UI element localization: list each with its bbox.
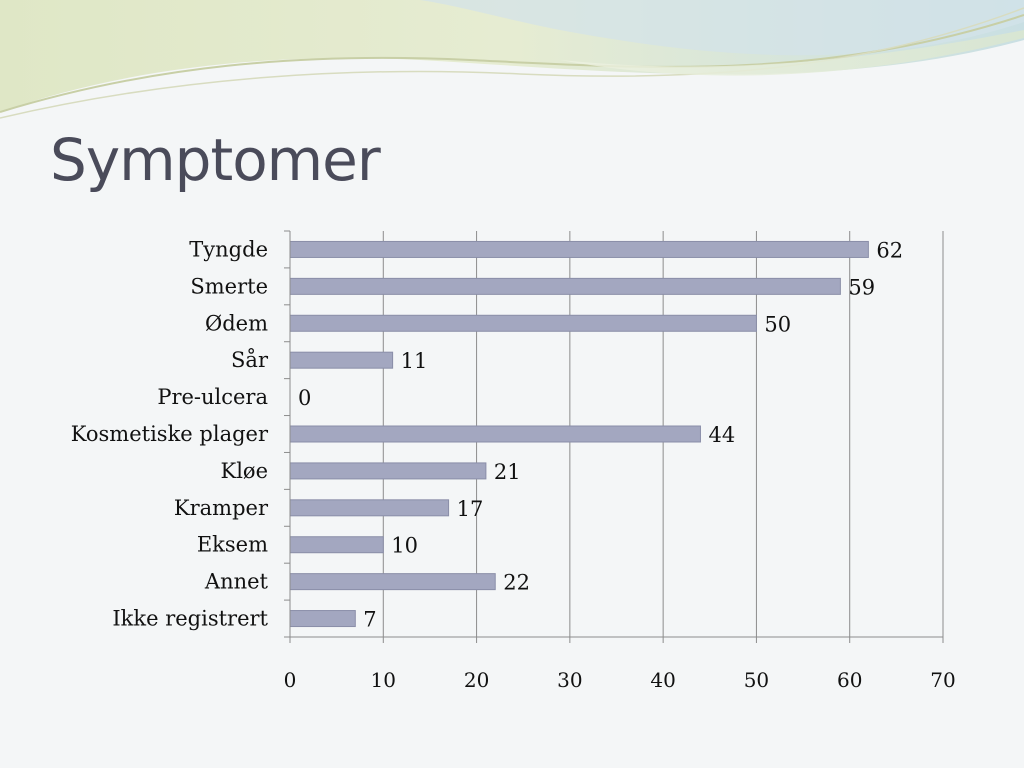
data-label: 62 bbox=[876, 238, 903, 262]
tick-labels: 0 10 20 30 40 50 60 70 bbox=[284, 668, 956, 692]
category-label: Sår bbox=[231, 348, 269, 372]
x-tick-label: 40 bbox=[650, 668, 675, 692]
data-label: 21 bbox=[494, 460, 521, 484]
bar bbox=[289, 573, 496, 591]
bar bbox=[289, 277, 841, 295]
category-label: Kosmetiske plager bbox=[71, 422, 269, 446]
bar bbox=[289, 536, 384, 554]
bars bbox=[289, 240, 869, 628]
category-label: Annet bbox=[204, 570, 269, 594]
bar bbox=[289, 425, 701, 443]
category-label: Pre-ulcera bbox=[157, 385, 268, 409]
category-label: Smerte bbox=[190, 274, 268, 298]
x-tick-label: 0 bbox=[284, 668, 297, 692]
bar bbox=[289, 610, 356, 628]
bar bbox=[289, 351, 394, 369]
data-label: 17 bbox=[457, 497, 484, 521]
category-label: Ikke registrert bbox=[112, 607, 268, 631]
x-tick-label: 50 bbox=[744, 668, 769, 692]
bar bbox=[289, 499, 450, 517]
data-label: 44 bbox=[708, 423, 735, 447]
data-label: 10 bbox=[391, 534, 418, 558]
category-label: Ødem bbox=[205, 311, 268, 335]
category-label: Tyngde bbox=[189, 237, 268, 261]
x-tick-label: 30 bbox=[557, 668, 582, 692]
data-label: 7 bbox=[363, 608, 376, 632]
bar bbox=[289, 240, 869, 258]
slide-title: Symptomer bbox=[50, 126, 381, 194]
bar bbox=[289, 314, 757, 332]
axes bbox=[284, 230, 944, 643]
decorative-header-waves bbox=[0, 0, 1024, 119]
category-label: Kramper bbox=[174, 496, 269, 520]
category-labels: Tyngde Smerte Ødem Sår Pre-ulcera Kosmetiske … bbox=[71, 237, 269, 630]
category-label: Eksem bbox=[197, 533, 268, 557]
data-label: 50 bbox=[764, 312, 791, 336]
bar bbox=[289, 462, 487, 480]
data-label: 59 bbox=[848, 275, 875, 299]
data-label: 22 bbox=[503, 571, 530, 595]
category-label: Kløe bbox=[221, 459, 268, 483]
data-label: 11 bbox=[401, 349, 428, 373]
data-label: 0 bbox=[298, 386, 311, 410]
x-tick-label: 20 bbox=[464, 668, 489, 692]
x-tick-label: 10 bbox=[371, 668, 396, 692]
x-tick-label: 70 bbox=[930, 668, 955, 692]
x-tick-label: 60 bbox=[837, 668, 862, 692]
